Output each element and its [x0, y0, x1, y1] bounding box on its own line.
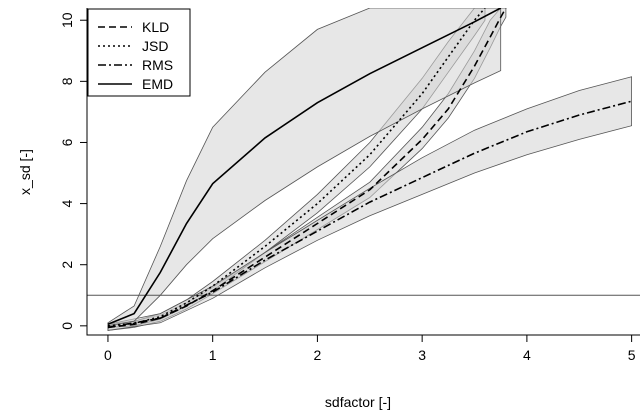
confidence-bands	[107, 8, 632, 331]
y-tick-label: 8	[59, 77, 75, 85]
y-tick-label: 6	[59, 138, 75, 146]
y-tick-label: 2	[59, 261, 75, 269]
legend: KLD JSD RMS EMD	[87, 8, 191, 97]
x-tick-label: 3	[418, 347, 426, 363]
legend-label-rms: RMS	[142, 57, 173, 73]
legend-label-emd: EMD	[142, 76, 173, 92]
x-axis-label: sdfactor [-]	[325, 394, 391, 410]
x-tick-label: 5	[628, 347, 636, 363]
series-line-emd	[107, 8, 502, 326]
legend-label-kld: KLD	[142, 19, 169, 35]
x-tick-label: 4	[523, 347, 531, 363]
x-tick-label: 2	[314, 347, 322, 363]
band-emd	[107, 8, 502, 327]
y-tick-label: 0	[59, 322, 75, 330]
y-tick-label: 4	[59, 199, 75, 207]
legend-box	[87, 8, 191, 97]
band-rms	[107, 76, 632, 331]
series-line-kld	[107, 8, 507, 329]
x-axis: 0 1 2 3 4 5	[104, 335, 636, 363]
series-lines	[107, 8, 632, 329]
x-tick-label: 1	[209, 347, 217, 363]
y-axis: 0 2 4 6 8 10	[59, 12, 87, 330]
plot-frame	[86, 8, 640, 336]
y-tick-label: 10	[59, 12, 75, 28]
x-tick-label: 0	[104, 347, 112, 363]
y-axis-label: x_sd [-]	[17, 149, 33, 195]
series-line-rms	[107, 100, 632, 329]
legend-label-jsd: JSD	[142, 38, 168, 54]
